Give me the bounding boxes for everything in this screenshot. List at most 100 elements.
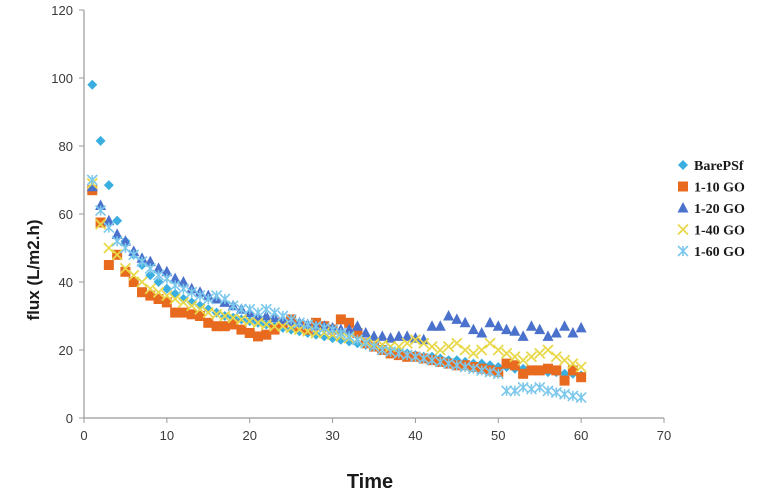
data-point	[161, 283, 172, 294]
data-point	[161, 297, 172, 308]
data-point	[95, 217, 106, 228]
data-point	[103, 260, 114, 270]
data-point	[459, 316, 471, 328]
data-point	[351, 334, 363, 346]
legend-marker	[677, 223, 689, 236]
data-point	[120, 266, 131, 277]
series-1-60-go	[86, 174, 587, 404]
data-point	[153, 262, 165, 273]
data-point	[177, 276, 189, 287]
data-point	[269, 307, 281, 319]
data-point	[501, 358, 512, 369]
data-point	[178, 294, 189, 304]
legend-label: 1-20 GO	[694, 202, 745, 217]
data-point	[244, 328, 255, 338]
data-point	[509, 325, 521, 336]
data-point	[327, 324, 339, 336]
data-point	[144, 283, 156, 295]
x-axis-title: Time	[347, 471, 393, 492]
data-point	[136, 276, 148, 288]
data-point	[567, 357, 579, 370]
data-point	[203, 317, 214, 328]
data-point	[161, 273, 173, 285]
y-tick-label: 120	[51, 3, 73, 18]
data-point	[319, 331, 330, 342]
tick-labels: 0 10 20 30 40 50 60 70 0 20 40 60 80 100 120	[51, 3, 671, 443]
data-point	[211, 290, 223, 302]
data-point	[501, 323, 513, 335]
data-point	[144, 255, 156, 267]
data-point	[186, 297, 197, 308]
data-point	[343, 330, 355, 342]
data-point	[476, 344, 488, 356]
data-point	[219, 293, 231, 305]
data-point	[575, 361, 587, 373]
data-point	[95, 205, 107, 217]
data-point	[517, 330, 529, 341]
data-point	[268, 320, 281, 332]
data-point	[235, 303, 247, 315]
data-point	[236, 324, 247, 335]
data-point	[177, 283, 189, 295]
data-point	[335, 314, 346, 325]
data-point	[145, 290, 156, 301]
data-point	[393, 330, 405, 341]
data-point	[194, 303, 206, 315]
data-point	[111, 235, 123, 247]
data-point	[145, 270, 156, 281]
data-point	[368, 330, 380, 341]
y-axis-title: flux (L/m2.h)	[24, 219, 43, 320]
data-point	[136, 256, 148, 268]
data-point	[343, 323, 355, 335]
x-tick-label: 10	[160, 428, 174, 443]
data-point	[550, 351, 562, 363]
data-point	[442, 340, 455, 353]
data-point	[575, 392, 587, 404]
data-point	[95, 135, 106, 146]
data-point	[169, 279, 181, 291]
data-point	[86, 174, 98, 186]
x-tick-label: 0	[80, 428, 87, 443]
data-point	[509, 385, 521, 397]
data-point	[368, 341, 380, 353]
data-point	[119, 235, 131, 246]
series-1-10-go	[87, 185, 587, 386]
x-tick-label: 60	[574, 428, 588, 443]
data-point	[558, 354, 571, 366]
legend-item: 1-40 GO	[677, 223, 745, 239]
legend-item: BarePSf	[678, 159, 744, 174]
y-tick-label: 0	[66, 411, 73, 426]
legend-marker	[677, 202, 689, 213]
data-point	[186, 309, 197, 320]
legend-item: 1-10 GO	[678, 181, 745, 196]
data-point	[526, 365, 537, 376]
data-point	[128, 249, 140, 261]
data-point	[228, 319, 239, 330]
data-point	[87, 79, 98, 90]
data-point	[285, 313, 297, 325]
data-point	[352, 328, 363, 338]
data-point	[260, 303, 272, 315]
legend-marker	[678, 181, 688, 192]
data-point	[103, 214, 115, 226]
data-point	[311, 329, 321, 340]
data-point	[384, 340, 397, 353]
data-point	[500, 347, 513, 360]
data-point	[153, 269, 165, 281]
data-point	[517, 354, 529, 366]
data-point	[434, 320, 446, 331]
data-point	[360, 337, 372, 349]
data-point	[195, 311, 205, 321]
data-point	[128, 269, 140, 281]
data-point	[161, 265, 173, 277]
data-point	[451, 337, 463, 349]
data-point	[467, 347, 480, 360]
data-point	[509, 360, 520, 371]
data-point	[169, 272, 181, 284]
data-point	[534, 347, 546, 360]
data-point	[534, 365, 545, 376]
data-point	[409, 334, 422, 346]
axes	[83, 10, 664, 419]
legend-marker	[678, 160, 688, 170]
